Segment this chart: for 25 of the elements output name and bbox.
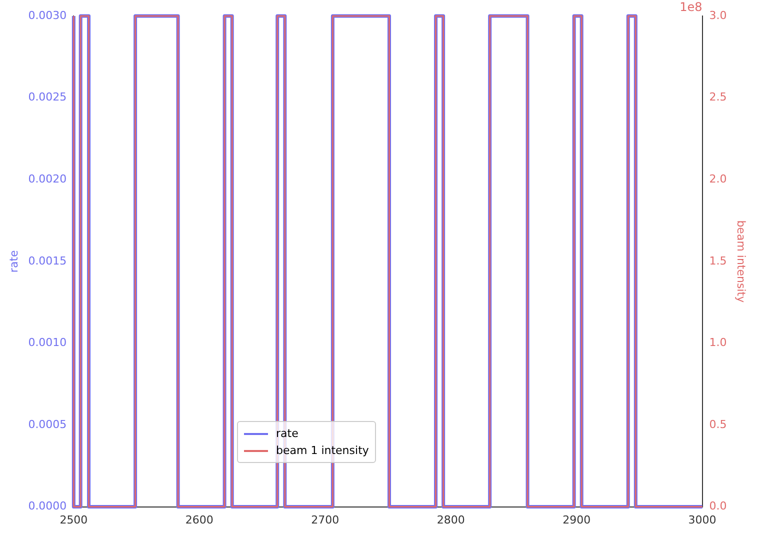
y-tick-label: 0.0020 <box>28 172 67 186</box>
y-axis-title: rate <box>7 250 20 273</box>
text: 1e8 <box>680 0 702 14</box>
y2-axis-title: beam intensity <box>734 220 748 304</box>
y2-tick-label: 3.0 <box>709 8 727 22</box>
y-tick-label: 0.0005 <box>28 418 67 431</box>
legend-label: rate <box>275 426 300 442</box>
y-tick-label: 0.0010 <box>28 336 67 350</box>
x-tick-label: 2600 <box>185 513 214 526</box>
x-tick-label: 2800 <box>436 513 465 526</box>
y-tick-label: 0.0025 <box>28 90 67 104</box>
y-tick-label: 0.0030 <box>28 8 67 22</box>
y2-tick-label: 1.0 <box>709 336 727 350</box>
legend-label: beam 1 intensity <box>275 443 369 459</box>
y2-tick-label: 0.0 <box>709 500 727 513</box>
y2-tick-label: 2.0 <box>709 172 727 186</box>
x-tick-label: 2500 <box>60 513 88 526</box>
y2-tick-label: 0.5 <box>709 418 727 431</box>
y2-tick-label: 2.5 <box>709 90 727 104</box>
x-tick-label: 2700 <box>311 513 340 526</box>
y2-tick-label: 1.5 <box>709 254 727 268</box>
x-tick-label: 2900 <box>562 513 591 526</box>
y-tick-label: 0.0000 <box>28 500 67 513</box>
y-tick-label: 0.0015 <box>28 254 67 268</box>
x-tick-label: 3000 <box>688 513 716 526</box>
